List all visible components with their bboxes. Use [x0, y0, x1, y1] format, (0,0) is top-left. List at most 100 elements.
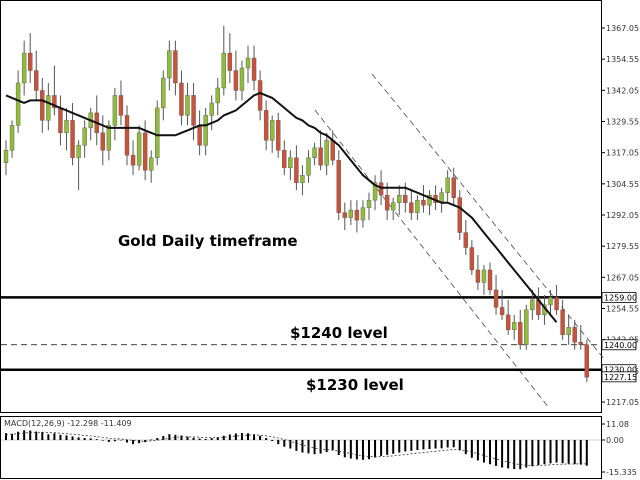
- price-label-text: 1227.15: [604, 373, 637, 382]
- candle-body: [52, 95, 57, 109]
- candle-body: [215, 87, 220, 104]
- candle-body: [136, 132, 142, 166]
- candle-body: [161, 77, 166, 109]
- candle-body: [124, 115, 130, 156]
- price-tick-label: 1304.55: [606, 180, 639, 189]
- candle-body: [263, 110, 269, 141]
- candle-body: [58, 107, 63, 134]
- candle-body: [167, 50, 172, 79]
- candle-body: [512, 322, 517, 331]
- level-1230-annotation: $1230 level: [306, 376, 404, 394]
- chart-title-annotation: Gold Daily timeframe: [118, 232, 298, 250]
- price-tick-label: 1267.05: [606, 273, 639, 282]
- candle-body: [40, 90, 45, 121]
- moving-average-line: [5, 91, 558, 323]
- candle-body: [112, 95, 118, 126]
- trend-channel-line: [371, 73, 606, 361]
- candle-body: [560, 309, 565, 336]
- candle-body: [403, 194, 408, 203]
- candle-body: [185, 95, 190, 116]
- price-label-text: 1230.00: [604, 366, 637, 375]
- macd-frame: [0, 416, 602, 479]
- candle-body: [239, 67, 245, 91]
- candle-body: [46, 95, 51, 121]
- candle-body: [391, 202, 396, 211]
- price-label-text: 1240.00: [604, 341, 637, 350]
- price-tick-label: 1292.05: [606, 211, 639, 220]
- price-label-text: 1259.00: [604, 293, 637, 302]
- candle-body: [469, 247, 475, 271]
- macd-pane: [0, 416, 602, 479]
- candle-body: [70, 120, 75, 158]
- candle-body: [530, 299, 535, 311]
- candle-body: [221, 52, 227, 89]
- price-pane: [0, 0, 606, 413]
- candle-body: [118, 95, 124, 116]
- candle-body: [499, 307, 505, 316]
- candle-body: [348, 209, 354, 218]
- level-1240-annotation: $1240 level: [290, 324, 388, 342]
- candle-body: [445, 177, 450, 193]
- candle-body: [282, 150, 287, 168]
- candle-body: [251, 57, 257, 81]
- candle-body: [76, 145, 81, 158]
- candle-body: [15, 82, 21, 126]
- candle-body: [306, 157, 311, 176]
- candle-body: [584, 344, 589, 378]
- candle-body: [378, 182, 384, 196]
- price-tick-label: 1367.05: [606, 24, 639, 33]
- candle-body: [276, 120, 281, 151]
- candle-body: [173, 50, 178, 84]
- candle-body: [3, 150, 9, 163]
- candle-body: [155, 107, 160, 158]
- candle-body: [148, 157, 154, 171]
- candle-body: [493, 289, 499, 308]
- candle-body: [330, 140, 335, 161]
- candle-body: [245, 57, 251, 69]
- candle-body: [312, 147, 317, 158]
- price-tick-label: 1279.55: [606, 242, 639, 251]
- candle-body: [481, 269, 487, 283]
- trend-channel-line: [314, 109, 550, 409]
- candle-body: [554, 297, 559, 311]
- candle-body: [360, 207, 366, 221]
- macd-tick-label: -15.335: [606, 468, 637, 477]
- candle-body: [9, 125, 15, 151]
- candle-body: [475, 269, 481, 283]
- candle-body: [354, 209, 360, 221]
- candle-body: [209, 102, 214, 116]
- candle-body: [191, 95, 196, 126]
- candle-body: [142, 132, 148, 171]
- candle-body: [548, 297, 553, 306]
- candle-body: [300, 175, 305, 183]
- candle-body: [324, 140, 329, 166]
- candle-body: [100, 132, 106, 151]
- candle-body: [451, 177, 456, 198]
- candle-body: [397, 194, 402, 203]
- price-label-box: [601, 339, 637, 351]
- macd-signal-line: [5, 431, 587, 466]
- macd-label: MACD(12,26,9) -12.298 -11.409: [4, 419, 132, 428]
- candle-body: [288, 157, 293, 168]
- price-tick-label: 1342.05: [606, 86, 639, 95]
- candle-body: [197, 125, 202, 146]
- price-tick-label: 1354.55: [606, 55, 639, 64]
- macd-tick-label: 11.08: [606, 420, 629, 429]
- candle-body: [505, 314, 511, 331]
- candle-body: [463, 232, 468, 248]
- candle-body: [578, 342, 583, 345]
- candle-body: [233, 70, 239, 91]
- candle-body: [366, 199, 372, 208]
- candle-body: [524, 309, 529, 345]
- candle-body: [318, 147, 323, 166]
- candle-body: [566, 327, 571, 336]
- candle-body: [28, 52, 33, 71]
- candle-body: [270, 120, 275, 141]
- candle-body: [342, 212, 347, 218]
- candle-body: [572, 327, 577, 343]
- candle-body: [415, 199, 420, 213]
- price-tick-label: 1217.05: [606, 398, 639, 407]
- candle-body: [257, 80, 263, 111]
- candle-body: [427, 194, 432, 206]
